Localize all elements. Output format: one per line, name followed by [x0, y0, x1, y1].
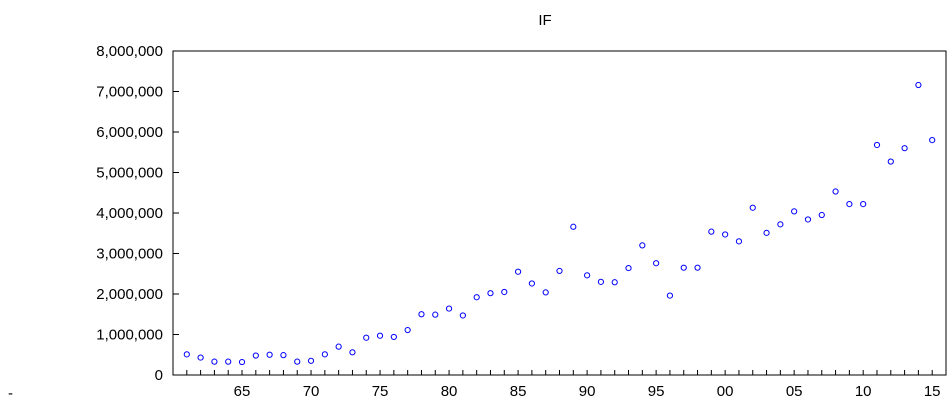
- y-tick-label: 6,000,000: [96, 124, 163, 141]
- data-point: [528, 280, 535, 287]
- y-tick-label: 3,000,000: [96, 246, 163, 263]
- data-point: [514, 268, 522, 275]
- chart-title: IF: [538, 12, 551, 29]
- x-tick-label: 15: [924, 383, 941, 400]
- data-point: [197, 354, 204, 361]
- x-tick-label: 10: [855, 383, 872, 400]
- data-point: [680, 264, 687, 271]
- x-tick-label: 90: [579, 383, 596, 400]
- x-tick-label: 85: [510, 383, 527, 400]
- data-point: [307, 357, 315, 364]
- data-point: [556, 267, 563, 275]
- data-point: [459, 312, 466, 319]
- data-point: [418, 311, 425, 318]
- data-point: [666, 292, 674, 299]
- data-point: [791, 208, 798, 215]
- data-point: [722, 231, 729, 238]
- data-point: [708, 228, 715, 235]
- data-point: [225, 358, 232, 365]
- x-tick-label: 70: [303, 383, 320, 400]
- data-point: [735, 238, 743, 245]
- y-tick-label: 7,000,000: [96, 84, 163, 101]
- data-point: [749, 204, 756, 211]
- data-point: [445, 305, 453, 312]
- plot-frame: [172, 50, 947, 376]
- y-tick-label: 2,000,000: [96, 286, 163, 303]
- data-point: [487, 290, 494, 297]
- x-axis: 65 70 75 80 85 90 95 00 05 10 15: [172, 370, 947, 400]
- data-point: [777, 221, 784, 228]
- data-point: [818, 211, 825, 219]
- data-point: [183, 351, 190, 358]
- data-point: [363, 334, 370, 341]
- data-point: [860, 200, 867, 208]
- corner-mark: -: [8, 385, 13, 402]
- x-tick-label: 95: [648, 383, 665, 400]
- data-point: [832, 188, 839, 195]
- data-point: [266, 351, 273, 358]
- data-point: [611, 279, 618, 286]
- data-point: [873, 141, 881, 149]
- data-point: [349, 349, 356, 356]
- data-point: [915, 81, 922, 89]
- data-point: [625, 264, 632, 272]
- data-point: [376, 332, 384, 339]
- y-tick-label: 0: [155, 367, 163, 384]
- data-point: [570, 223, 577, 230]
- data-points: [183, 81, 936, 366]
- y-tick-label: 4,000,000: [96, 205, 163, 222]
- data-point: [335, 343, 342, 350]
- data-point: [694, 264, 701, 271]
- data-point: [280, 352, 287, 359]
- y-tick-label: 5,000,000: [96, 165, 163, 182]
- data-point: [653, 260, 660, 267]
- y-tick-label: 8,000,000: [96, 43, 163, 60]
- data-point: [804, 216, 812, 223]
- x-tick-label: 00: [717, 383, 734, 400]
- data-point: [763, 229, 770, 236]
- data-point: [432, 311, 439, 318]
- y-tick-label: 1,000,000: [96, 327, 163, 344]
- data-point: [501, 288, 508, 296]
- data-point: [887, 158, 894, 165]
- data-point: [404, 326, 411, 334]
- data-point: [929, 137, 936, 144]
- x-tick-label: 80: [441, 383, 458, 400]
- data-point: [597, 278, 605, 285]
- y-axis: 0 1,000,000 2,000,000 3,000,000 4,000,000 5,0…: [96, 43, 179, 384]
- data-point: [238, 358, 246, 366]
- data-point: [390, 333, 397, 341]
- data-point: [584, 272, 591, 279]
- data-point: [901, 145, 908, 152]
- x-tick-label: 05: [786, 383, 803, 400]
- data-point: [473, 294, 480, 301]
- data-point: [542, 289, 549, 296]
- data-point: [846, 200, 853, 208]
- data-point: [252, 352, 259, 359]
- x-tick-label: 75: [372, 383, 389, 400]
- data-point: [294, 358, 301, 365]
- data-point: [639, 242, 646, 249]
- data-point: [211, 358, 218, 365]
- data-point: [321, 351, 328, 358]
- x-tick-label: 65: [234, 383, 251, 400]
